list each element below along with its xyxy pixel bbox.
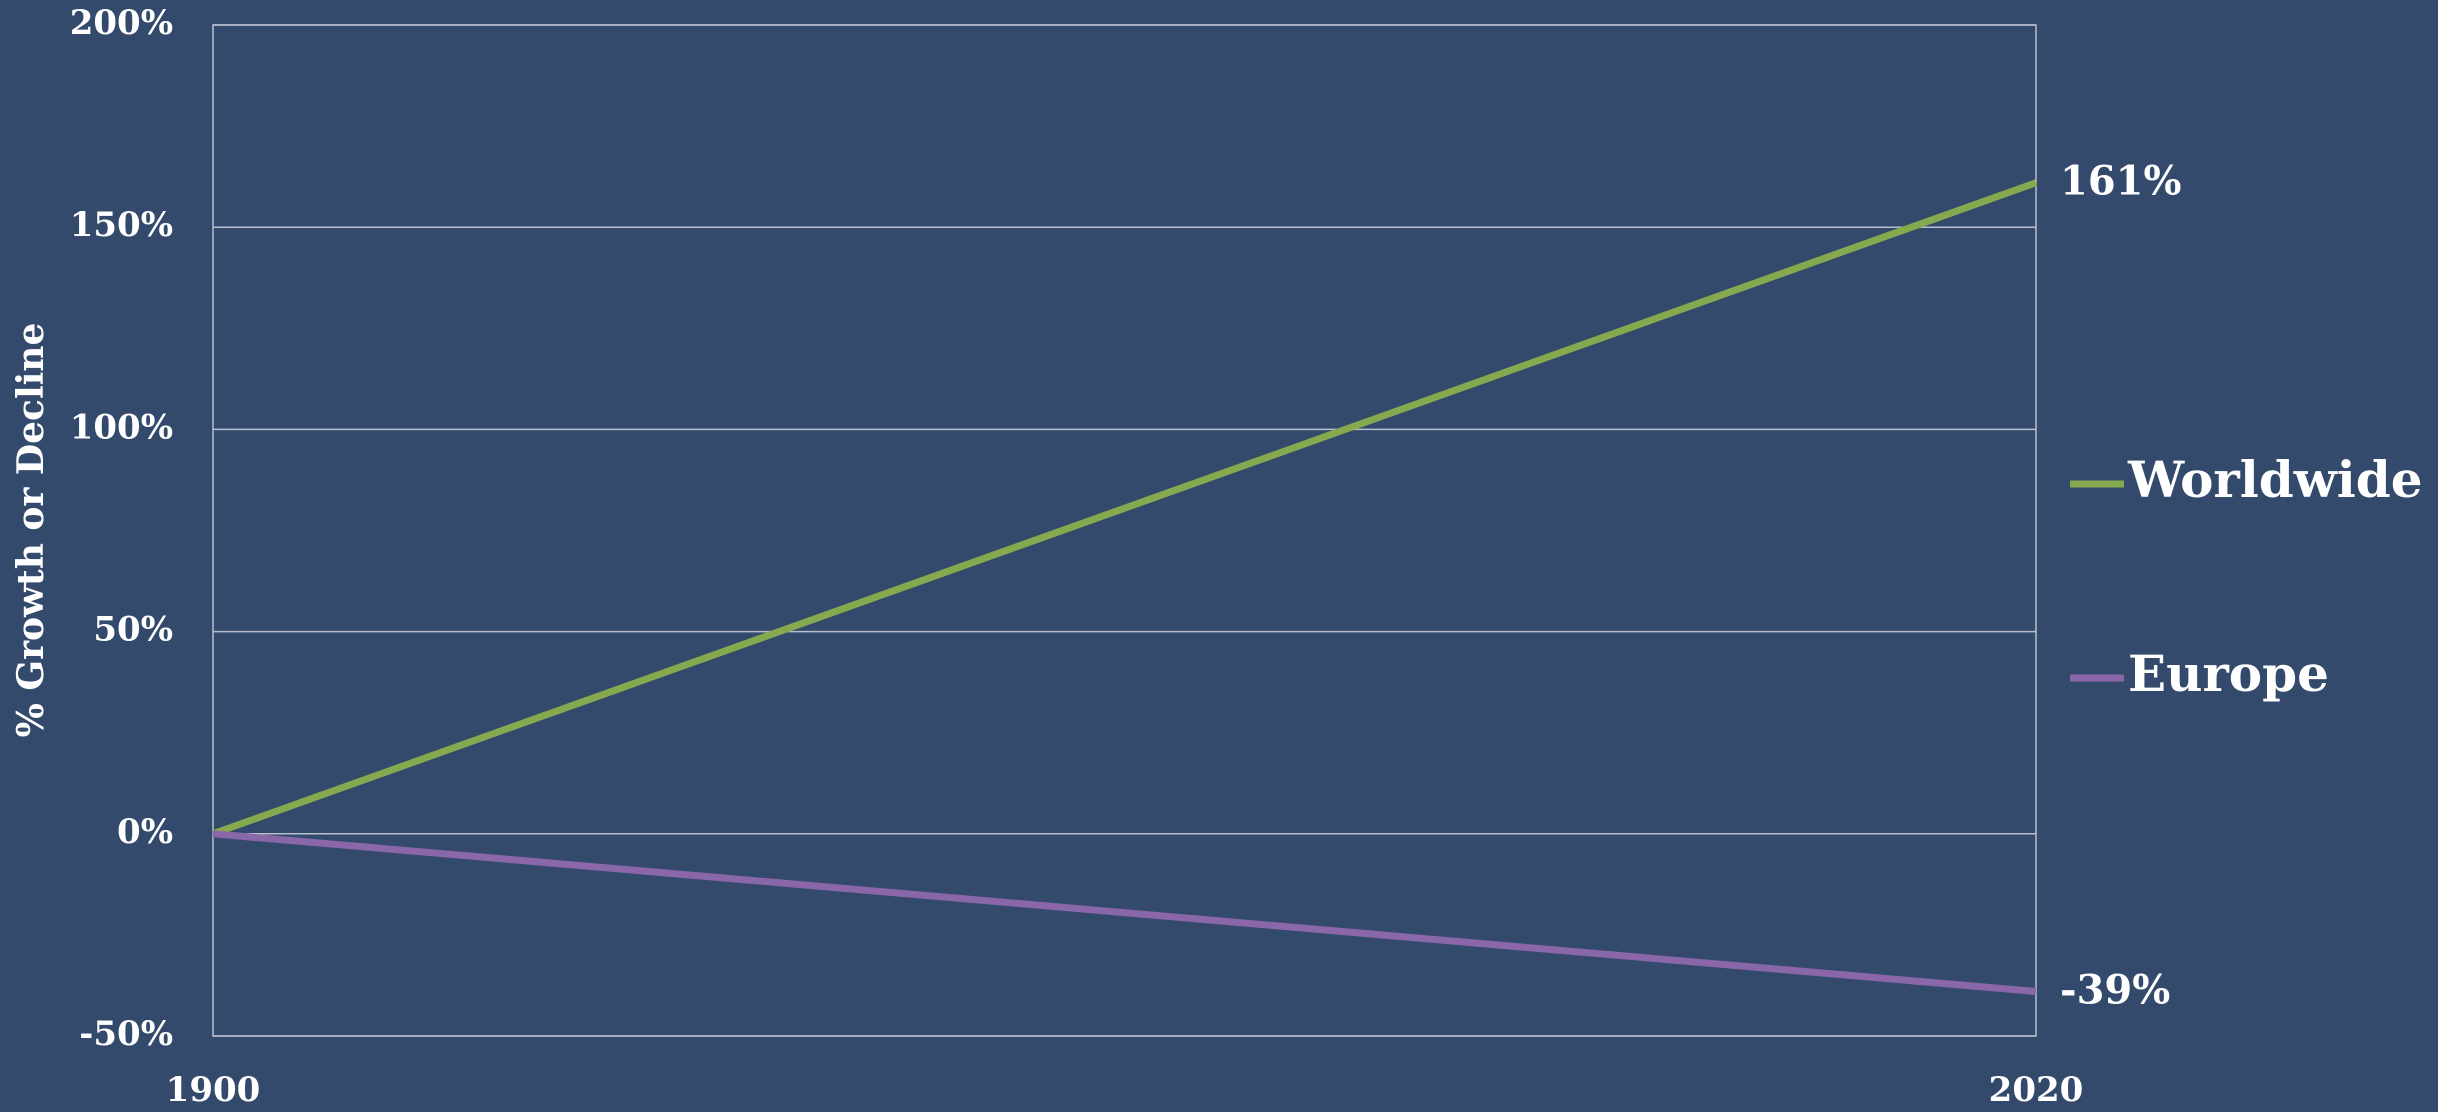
y-tick-label: -50%	[79, 1014, 173, 1054]
y-tick-label: 150%	[70, 205, 173, 245]
y-tick-label: 200%	[70, 3, 173, 43]
data-label: -39%	[2060, 967, 2170, 1014]
legend-label: Worldwide	[2127, 450, 2423, 509]
data-label: 161%	[2060, 158, 2182, 205]
legend-label: Europe	[2128, 644, 2329, 703]
y-axis-label: % Growth or Decline	[10, 323, 52, 738]
line	[212, 830, 2037, 996]
y-tick-label: 100%	[70, 407, 173, 447]
y-tick-label: 50%	[93, 610, 173, 650]
x-tick-label: 1900	[166, 1070, 261, 1110]
line	[211, 179, 2038, 838]
x-tick-label: 2020	[1989, 1070, 2084, 1110]
y-tick-label: 0%	[117, 812, 173, 852]
